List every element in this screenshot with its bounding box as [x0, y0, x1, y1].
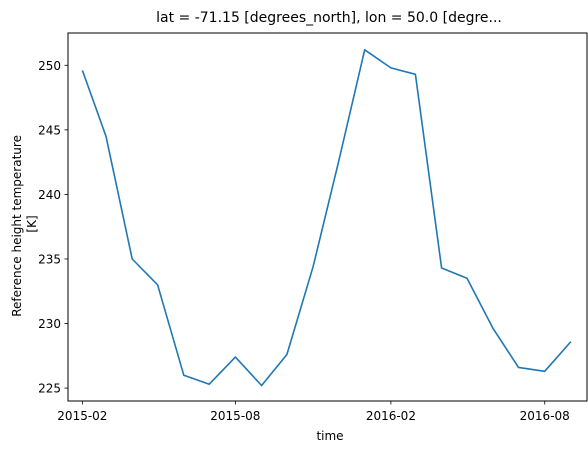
series-line	[81, 48, 572, 387]
y-tick-label: 225	[38, 382, 61, 396]
plot-area	[81, 48, 572, 387]
y-axis: 225 230 235 240 245 250	[38, 59, 68, 396]
x-tick-label: 2016-02	[366, 409, 416, 423]
x-tick-label: 2016-08	[520, 409, 570, 423]
y-tick-label: 240	[38, 188, 61, 202]
x-axis: 2015-02 2015-08 2016-02 2016-08	[57, 401, 570, 423]
y-tick-label: 235	[38, 252, 61, 266]
y-axis-label-line-1: Reference height temperature	[10, 135, 24, 317]
y-tick-label: 245	[38, 123, 61, 137]
y-axis-label-line-2: [K]	[25, 215, 39, 232]
axes-frame	[67, 32, 588, 402]
x-axis-label: time	[316, 429, 343, 443]
x-tick-label: 2015-02	[57, 409, 107, 423]
y-tick-label: 250	[38, 59, 61, 73]
y-axis-label: Reference height temperature [K]	[10, 131, 39, 317]
y-tick-label: 230	[38, 317, 61, 331]
x-tick-label: 2015-08	[210, 409, 260, 423]
chart-title: lat = -71.15 [degrees_north], lon = 50.0…	[156, 10, 502, 26]
